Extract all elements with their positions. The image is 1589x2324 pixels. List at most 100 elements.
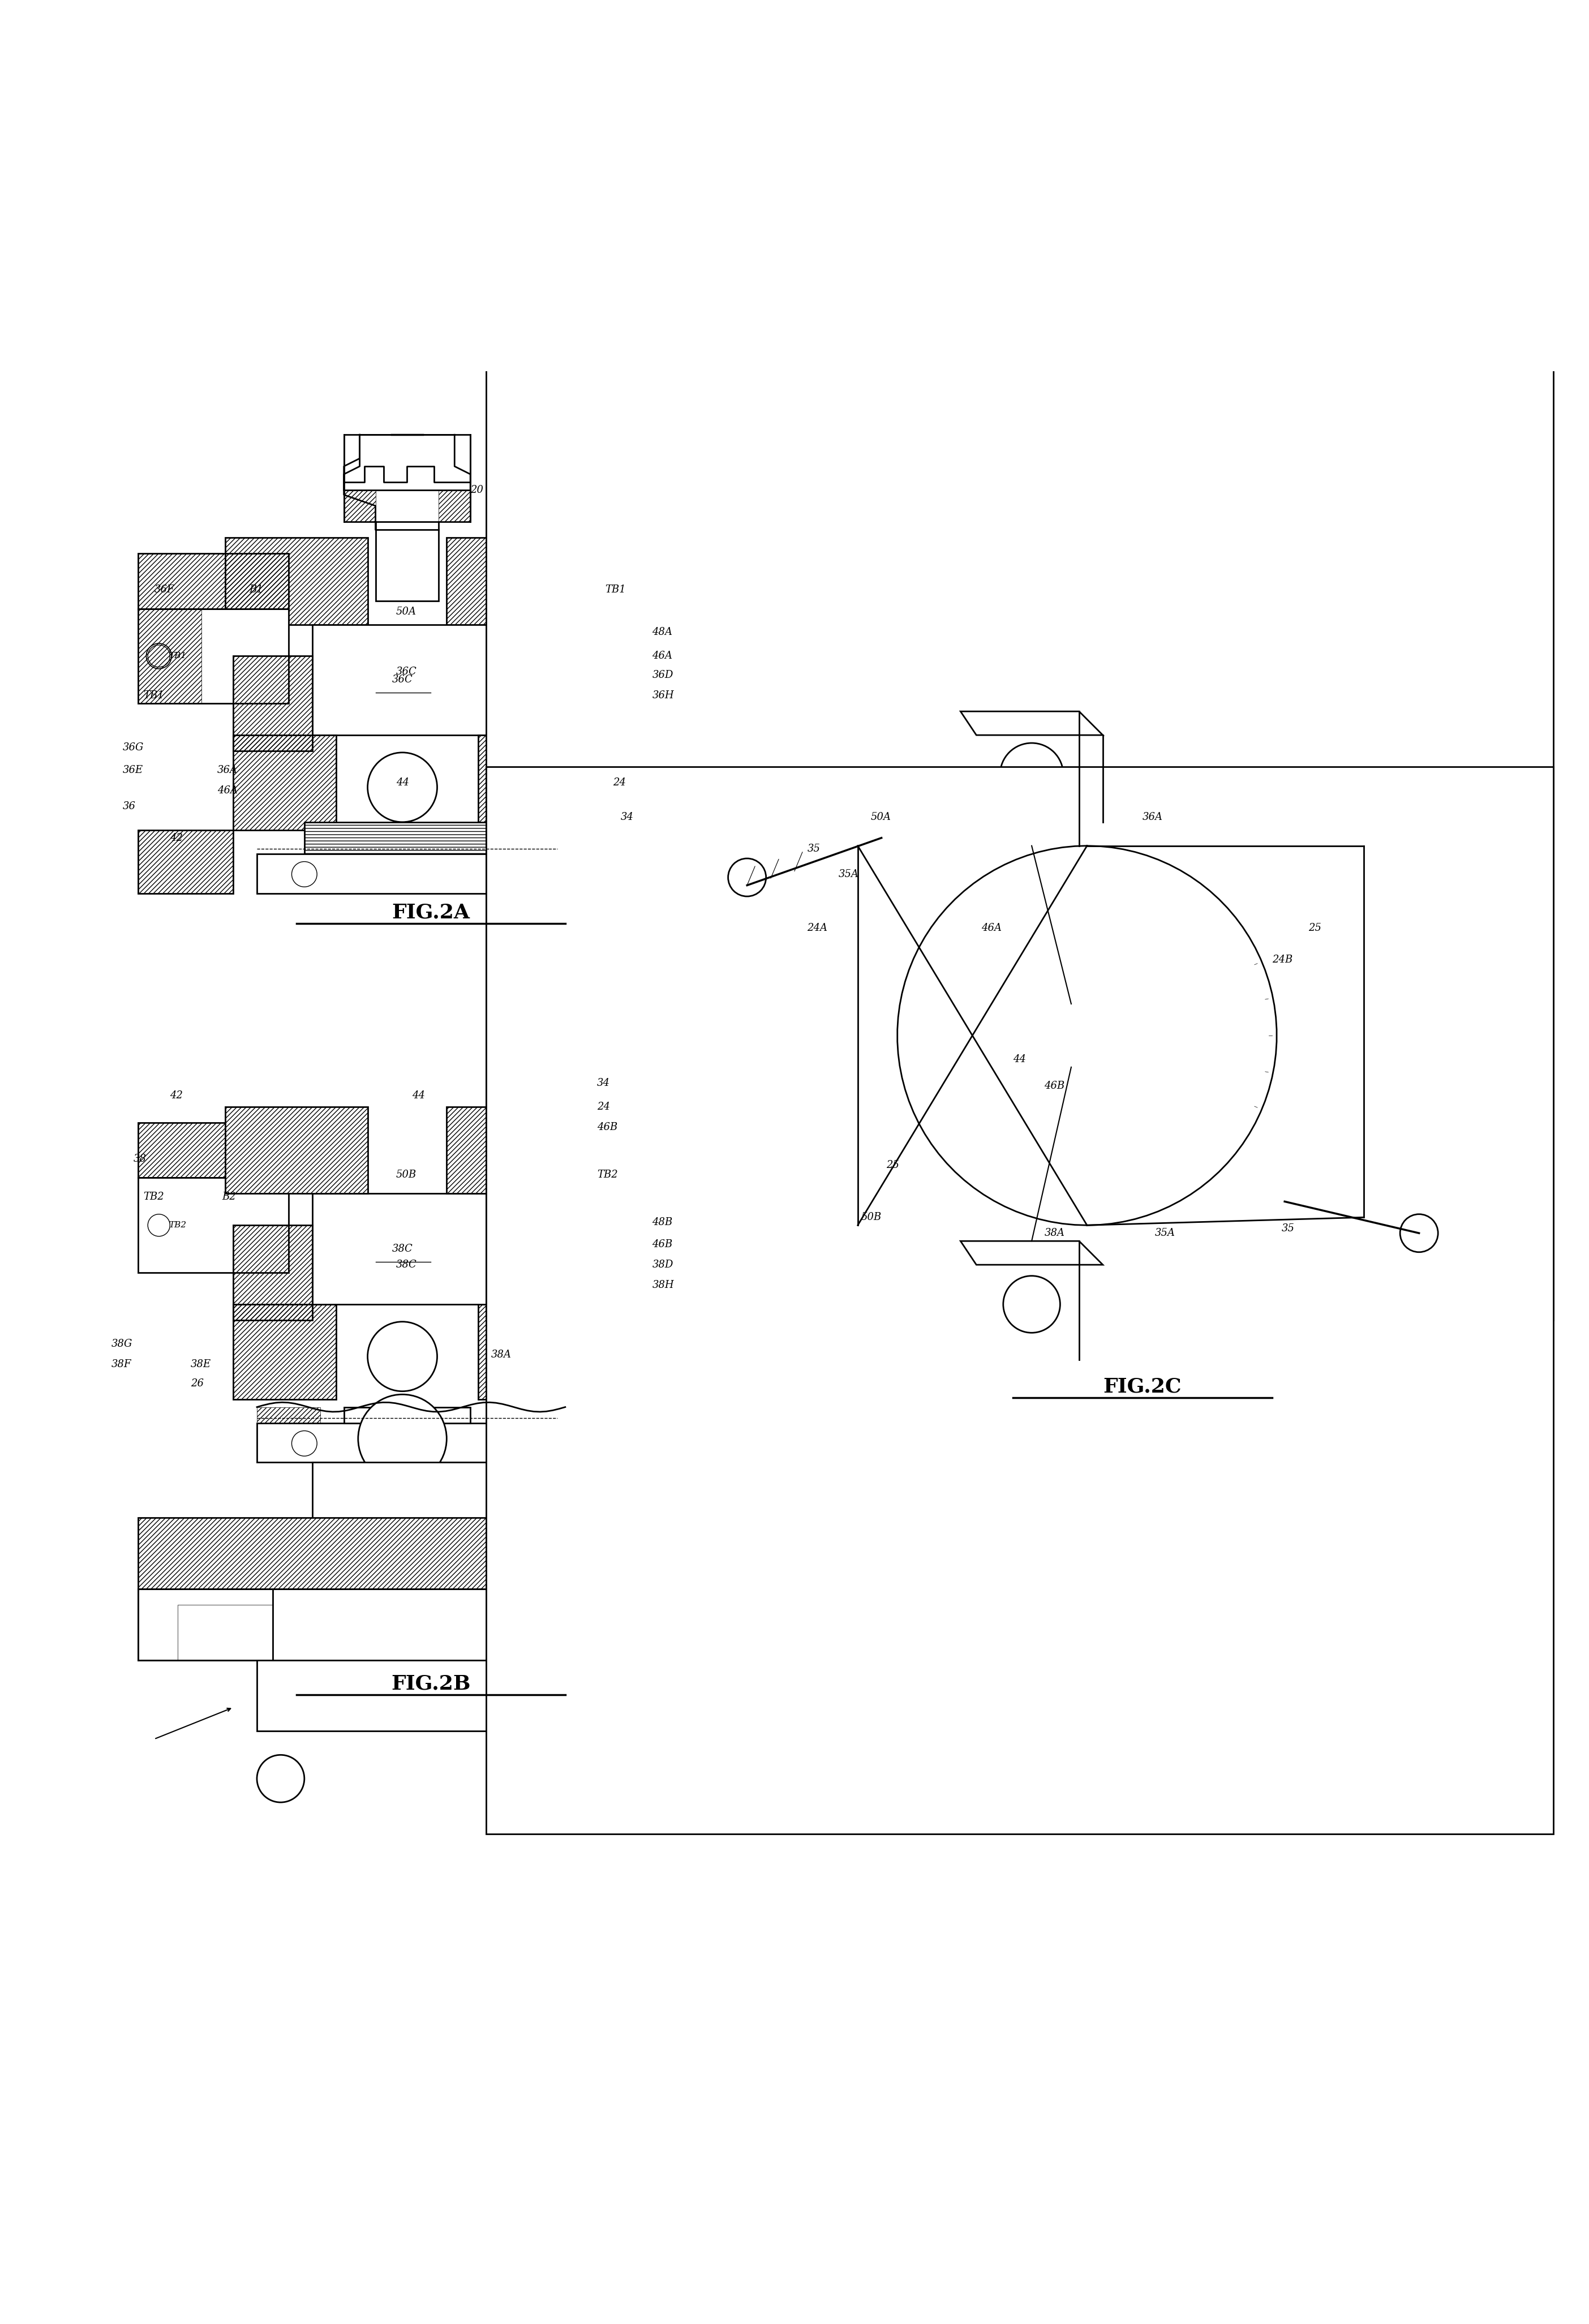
Bar <box>439 490 470 521</box>
Bar <box>313 625 494 734</box>
Text: 24: 24 <box>613 779 626 788</box>
Text: 44: 44 <box>412 1090 424 1102</box>
Text: 38A: 38A <box>1044 1227 1065 1239</box>
Bar <box>138 1122 289 1178</box>
Bar <box>138 609 202 704</box>
Text: 38C: 38C <box>396 1260 416 1269</box>
Text: 50B: 50B <box>396 1169 416 1181</box>
Bar <box>313 1462 494 1525</box>
Bar <box>257 853 558 892</box>
Bar <box>234 1225 313 1320</box>
Text: 36A: 36A <box>218 765 238 774</box>
Circle shape <box>358 1394 447 1483</box>
Polygon shape <box>960 711 1103 734</box>
Bar <box>226 1106 367 1195</box>
Text: 50B: 50B <box>861 1213 882 1222</box>
Bar <box>375 530 439 600</box>
Text: 50A: 50A <box>871 811 891 823</box>
Text: 34: 34 <box>621 811 634 823</box>
Text: FIG.2A: FIG.2A <box>392 902 470 923</box>
Bar <box>526 609 659 704</box>
Text: 36H: 36H <box>651 690 674 700</box>
Text: TB2: TB2 <box>597 1169 618 1181</box>
Bar <box>138 1178 289 1274</box>
Text: TB2: TB2 <box>168 1222 186 1229</box>
Bar <box>138 830 234 892</box>
Text: 38G: 38G <box>111 1339 132 1348</box>
Text: 46A: 46A <box>980 923 1001 934</box>
Bar <box>138 609 289 704</box>
Text: 35A: 35A <box>839 869 860 878</box>
Bar <box>447 1106 582 1195</box>
Bar <box>257 1525 566 1557</box>
Bar <box>226 537 367 625</box>
Bar <box>234 655 313 751</box>
Text: FIG.2C: FIG.2C <box>1103 1376 1182 1397</box>
Text: 26: 26 <box>191 1378 203 1387</box>
Text: 24A: 24A <box>807 923 828 934</box>
Text: 20: 20 <box>470 486 483 495</box>
Text: 48B: 48B <box>651 1218 672 1227</box>
Bar <box>257 1659 566 1731</box>
Bar <box>257 1422 558 1462</box>
Text: 35A: 35A <box>1155 1227 1176 1239</box>
Bar <box>526 1178 659 1274</box>
Bar <box>178 1604 273 1659</box>
Text: 35: 35 <box>1281 1222 1295 1234</box>
Text: 42: 42 <box>170 1090 183 1102</box>
Text: TB1: TB1 <box>605 586 626 595</box>
Bar <box>343 490 375 521</box>
Text: 46B: 46B <box>597 1122 618 1132</box>
Bar <box>343 1406 470 1422</box>
Text: 35: 35 <box>807 844 820 853</box>
Text: 46A: 46A <box>218 786 238 795</box>
Text: 42: 42 <box>170 832 183 844</box>
Text: 46B: 46B <box>1044 1081 1065 1092</box>
Text: FIG.2B: FIG.2B <box>391 1673 470 1694</box>
Text: 36E: 36E <box>122 765 143 774</box>
Text: 50A: 50A <box>396 607 416 616</box>
Text: 46B: 46B <box>651 1239 672 1250</box>
Text: 48A: 48A <box>651 627 672 637</box>
Bar <box>138 1590 273 1659</box>
Text: 36A: 36A <box>1142 811 1163 823</box>
Text: 46A: 46A <box>651 651 672 660</box>
Circle shape <box>367 1322 437 1392</box>
Text: TB2: TB2 <box>143 1192 164 1202</box>
Bar <box>502 1225 582 1320</box>
Text: 36G: 36G <box>122 744 143 753</box>
FancyBboxPatch shape <box>486 767 1554 1834</box>
Text: 44: 44 <box>1012 1055 1026 1064</box>
Bar <box>526 609 590 704</box>
Text: 36C: 36C <box>396 667 416 676</box>
Text: 38A: 38A <box>491 1350 512 1360</box>
Bar <box>526 1122 659 1178</box>
Text: TB1: TB1 <box>143 690 164 700</box>
Bar <box>313 1195 494 1304</box>
Bar <box>138 553 289 609</box>
Bar <box>526 553 659 609</box>
Text: 44: 44 <box>396 779 408 788</box>
Bar <box>343 490 470 521</box>
Bar <box>257 1406 319 1422</box>
Text: 38D: 38D <box>651 1260 674 1269</box>
Bar <box>138 1590 566 1659</box>
Text: 24: 24 <box>597 1102 610 1111</box>
Text: 38E: 38E <box>191 1360 211 1369</box>
Bar <box>478 1304 582 1399</box>
Bar <box>138 1518 566 1590</box>
Bar <box>234 734 335 830</box>
Text: B2: B2 <box>222 1192 237 1202</box>
Text: 38C: 38C <box>392 1243 413 1255</box>
Circle shape <box>728 858 766 897</box>
Bar <box>478 734 582 830</box>
Text: 34: 34 <box>597 1078 610 1088</box>
Polygon shape <box>1363 846 1387 1218</box>
Text: 38H: 38H <box>651 1281 674 1290</box>
Text: 38: 38 <box>133 1153 146 1164</box>
Bar <box>234 1304 335 1399</box>
Bar <box>502 1406 566 1422</box>
Text: 36C: 36C <box>392 674 413 686</box>
Text: 25: 25 <box>1308 923 1322 934</box>
FancyBboxPatch shape <box>486 237 1554 1320</box>
